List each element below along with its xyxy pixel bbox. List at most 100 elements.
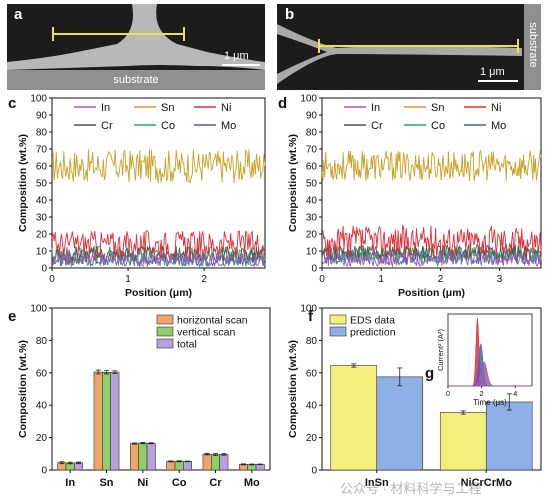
scan-line-b bbox=[318, 45, 519, 47]
y-tick-label-f: 0 bbox=[311, 466, 317, 477]
x-tick-label-g: 4 bbox=[513, 389, 517, 398]
x-tick-label-d: 0 bbox=[319, 274, 325, 285]
bar-InSn-0-f bbox=[330, 365, 378, 471]
axis-frame-g bbox=[447, 313, 533, 387]
y-tick-label-d: 0 bbox=[311, 264, 317, 275]
legend-label-Ni-c: Ni bbox=[221, 102, 231, 114]
bar-Co-0-e bbox=[166, 461, 176, 471]
bar-Co-2-e bbox=[183, 461, 193, 471]
y-tick-label-c: 20 bbox=[36, 230, 48, 241]
legend-label-Cr-d: Cr bbox=[371, 120, 383, 132]
legend-label-In-c: In bbox=[101, 102, 110, 114]
scale-label-a: 1 μm bbox=[224, 50, 249, 62]
legend-label-2-e: total bbox=[177, 339, 197, 351]
y-tick-label-d: 50 bbox=[306, 179, 318, 190]
panel-letter-c: c bbox=[8, 95, 17, 112]
bar-Ni-1-e bbox=[138, 442, 148, 471]
panel-letter-d: d bbox=[278, 95, 288, 112]
scan-line-cap-right-b bbox=[517, 39, 519, 53]
x-tick-label-c: 1 bbox=[125, 274, 131, 285]
legend-swatch-1-e bbox=[156, 326, 174, 337]
substrate-label-a: substrate bbox=[7, 70, 265, 90]
y-tick-label-d: 100 bbox=[300, 94, 317, 105]
category-label-Sn-e: Sn bbox=[99, 477, 113, 489]
y-tick-label-d: 40 bbox=[306, 196, 318, 207]
legend-label-In-d: In bbox=[371, 102, 380, 114]
panel-letter-e: e bbox=[8, 308, 17, 325]
bar-Sn-2-e bbox=[110, 371, 120, 471]
bar-Cr-2-e bbox=[219, 454, 229, 471]
category-label-Cr-e: Cr bbox=[209, 477, 222, 489]
scan-line-cap-left-b bbox=[318, 39, 320, 53]
y-tick-label-e: 40 bbox=[36, 401, 48, 412]
series-line-Ni-d bbox=[321, 224, 542, 257]
bar-Ni-0-e bbox=[129, 443, 139, 471]
y-tick-label-f: 100 bbox=[300, 304, 317, 315]
y-tick-label-d: 10 bbox=[306, 247, 318, 258]
x-tick-label-c: 0 bbox=[49, 274, 55, 285]
y-tick-label-e: 60 bbox=[36, 368, 48, 379]
y-tick-label-c: 80 bbox=[36, 128, 48, 139]
x-tick-label-g: 0 bbox=[446, 389, 450, 398]
y-tick-label-e: 80 bbox=[36, 336, 48, 347]
legend-label-Mo-d: Mo bbox=[491, 120, 506, 132]
y-tick-label-c: 0 bbox=[41, 264, 47, 275]
scan-line-a bbox=[52, 33, 184, 35]
sem-wire-shape-b bbox=[277, 24, 522, 84]
scale-bar-a bbox=[222, 64, 260, 66]
y-tick-label-d: 70 bbox=[306, 145, 318, 156]
y-tick-label-e: 100 bbox=[30, 304, 47, 315]
y-tick-label-c: 60 bbox=[36, 162, 48, 173]
category-label-InSn-f: InSn bbox=[365, 477, 389, 489]
y-tick-label-d: 80 bbox=[306, 128, 318, 139]
axis-frame-f bbox=[321, 307, 542, 471]
series-line-Sn-d bbox=[321, 149, 542, 182]
y-tick-label-d: 20 bbox=[306, 230, 318, 241]
y-tick-label-f: 20 bbox=[306, 433, 318, 444]
y-tick-label-c: 10 bbox=[36, 247, 48, 258]
inset-peak-2 bbox=[448, 361, 532, 387]
x-axis-label-g: Time (μs) bbox=[473, 398, 507, 407]
y-tick-label-c: 100 bbox=[30, 94, 47, 105]
y-tick-label-c: 90 bbox=[36, 111, 48, 122]
scan-line-cap-right-a bbox=[183, 27, 185, 41]
x-tick-label-g: 2 bbox=[480, 389, 484, 398]
y-tick-label-e: 0 bbox=[41, 466, 47, 477]
legend-swatch-2-e bbox=[156, 338, 174, 349]
bar-Co-1-e bbox=[174, 460, 184, 471]
x-tick-label-d: 2 bbox=[438, 274, 444, 285]
y-tick-label-d: 30 bbox=[306, 213, 318, 224]
y-axis-label-g: Current² (A²) bbox=[436, 328, 445, 371]
series-line-In-d bbox=[321, 251, 542, 268]
category-label-Ni-e: Ni bbox=[137, 477, 148, 489]
bar-InSn-1-f bbox=[376, 376, 424, 471]
legend-label-Cr-c: Cr bbox=[101, 120, 113, 132]
sem-image-b bbox=[277, 4, 541, 90]
y-tick-label-e: 20 bbox=[36, 433, 48, 444]
legend-label-Ni-d: Ni bbox=[491, 102, 501, 114]
y-axis-label-f: Composition (wt.%) bbox=[287, 340, 299, 438]
legend-label-0-f: EDS data bbox=[350, 315, 395, 327]
category-label-In-e: In bbox=[65, 477, 75, 489]
panel-letter-b: b bbox=[285, 6, 295, 23]
y-tick-label-c: 70 bbox=[36, 145, 48, 156]
panel-letter-f: f bbox=[308, 308, 313, 325]
y-tick-label-c: 40 bbox=[36, 196, 48, 207]
series-line-Ni-c bbox=[51, 230, 266, 260]
y-tick-label-d: 90 bbox=[306, 111, 318, 122]
y-tick-label-d: 60 bbox=[306, 162, 318, 173]
scale-bar-b bbox=[478, 80, 518, 82]
legend-label-0-e: horizontal scan bbox=[177, 315, 248, 327]
watermark: 公众号 · 材料科学与工程 bbox=[340, 481, 482, 496]
substrate-label-b: substrate bbox=[524, 4, 541, 90]
axis-frame-e bbox=[51, 307, 271, 471]
x-tick-label-c: 2 bbox=[201, 274, 207, 285]
x-tick-label-d: 1 bbox=[378, 274, 384, 285]
y-tick-label-f: 60 bbox=[306, 368, 318, 379]
bar-Ni-2-e bbox=[146, 442, 156, 471]
panel-letter-g: g bbox=[425, 365, 435, 382]
y-tick-label-f: 80 bbox=[306, 336, 318, 347]
scale-label-b: 1 μm bbox=[480, 66, 505, 78]
legend-swatch-0-f bbox=[329, 314, 347, 325]
y-axis-label-d: Composition (wt.%) bbox=[287, 134, 299, 232]
